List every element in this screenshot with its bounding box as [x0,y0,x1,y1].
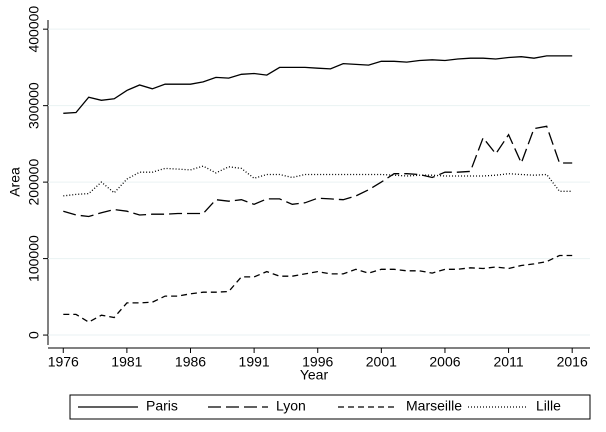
series-line [63,254,573,323]
x-axis-title: Year [300,367,329,383]
x-tick-label: 2016 [557,354,588,370]
legend-label: Lyon [276,398,306,414]
y-tick-label: 100000 [26,235,42,282]
x-tick-label: 1976 [48,354,79,370]
x-tick-label: 1996 [302,354,333,370]
series-line [63,125,573,218]
legend-label: Paris [146,398,178,414]
y-tick-label: 0 [26,331,42,339]
y-tick-label: 200000 [26,159,42,206]
legend-label: Marseille [406,398,462,414]
x-tick-label: 2006 [429,354,460,370]
x-tick-label: 2011 [494,354,524,370]
legend-box [69,394,591,420]
legend-label: Lille [536,398,561,414]
x-tick-label: 1986 [175,354,206,370]
y-axis-title: Area [7,167,23,197]
series-line [63,165,573,197]
x-tick-label: 2001 [366,354,397,370]
y-tick-label: 300000 [26,82,42,129]
y-tick-label: 400000 [26,6,42,53]
x-tick-label: 1981 [111,354,142,370]
series-line [63,55,573,114]
x-tick-label: 1991 [239,354,270,370]
